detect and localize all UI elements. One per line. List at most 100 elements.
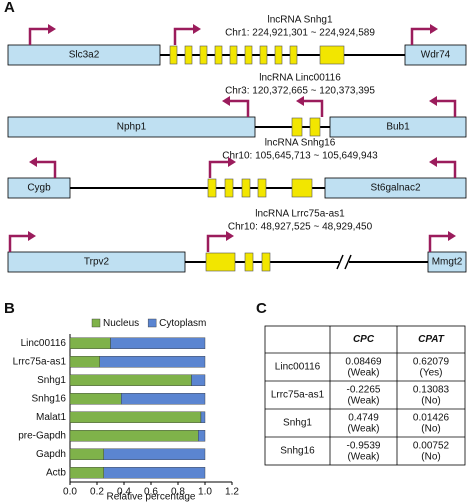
- bar-segment: [103, 448, 206, 461]
- break-mark: [336, 254, 352, 270]
- arrow-head: [29, 157, 37, 167]
- arrow-head: [296, 96, 304, 106]
- gene-box: [7, 44, 161, 66]
- lncrna-coords: Chr1: 224,921,301 ~ 224,924,589: [225, 28, 375, 39]
- bar-segment: [69, 356, 100, 368]
- gene-box: [404, 44, 467, 66]
- y-tick-label: Snhg1: [37, 375, 66, 386]
- lncrna-title: lncRNA Snhg1: [267, 15, 332, 26]
- bar-segment: [121, 393, 206, 405]
- tss-arrow: [428, 234, 450, 252]
- x-axis-label: Relative percentage: [107, 492, 196, 503]
- table-value: 0.01426: [413, 413, 450, 424]
- tss-arrow: [208, 160, 230, 178]
- legend-label: Nucleus: [103, 318, 139, 329]
- y-tick-label: Malat1: [36, 412, 66, 423]
- bar-segment: [69, 393, 122, 405]
- table-value: 0.13083: [413, 385, 450, 396]
- bar-segment: [191, 374, 206, 387]
- exon: [319, 45, 345, 65]
- exon: [274, 45, 283, 65]
- y-tick-label: Linc00116: [21, 338, 67, 349]
- table-border: [264, 325, 466, 466]
- panel-label: C: [256, 300, 267, 317]
- gene-box: [329, 116, 467, 138]
- bar-segment: [200, 411, 206, 424]
- arrow-head: [429, 96, 437, 106]
- table-note: (Weak): [347, 368, 379, 379]
- gene-name: Nphp1: [117, 122, 147, 133]
- x-tick-label: 0.4: [117, 487, 131, 498]
- table-row-name: Lrrc75a-as1: [271, 390, 325, 401]
- bar-segment: [110, 337, 206, 350]
- tss-arrow: [228, 99, 250, 117]
- y-tick-label: Actb: [46, 467, 66, 478]
- arrow-head: [430, 24, 438, 34]
- exon: [229, 45, 238, 65]
- table-header: CPAT: [418, 334, 445, 345]
- tss-arrow: [410, 27, 432, 45]
- tss-arrow: [28, 27, 50, 45]
- lncrna-coords: Chr10: 48,927,525 ~ 48,929,450: [228, 222, 373, 233]
- table-note: (Weak): [347, 452, 379, 463]
- y-tick-label: pre-Gapdh: [18, 430, 66, 441]
- exon: [291, 178, 313, 198]
- exon: [169, 45, 178, 65]
- tss-arrow: [173, 27, 195, 45]
- table-value: 0.00752: [413, 441, 450, 452]
- table-note: (Weak): [347, 424, 379, 435]
- table-value: 0.08469: [345, 357, 382, 368]
- exon: [205, 252, 236, 272]
- gene-box: [324, 177, 467, 199]
- x-tick-label: 1.2: [225, 487, 239, 498]
- bar-segment: [198, 430, 206, 442]
- gene-name: Trpv2: [84, 257, 110, 268]
- arrow-head: [228, 157, 236, 167]
- table-row-name: Linc00116: [275, 362, 321, 373]
- table-row-name: Snhg1: [283, 418, 312, 429]
- bar-segment: [69, 430, 199, 442]
- table-note: (Weak): [347, 396, 379, 407]
- exon: [291, 117, 303, 137]
- panel-label: A: [4, 0, 15, 16]
- lncrna-title: lncRNA Linc00116: [259, 73, 341, 84]
- x-tick-label: 1.0: [198, 487, 212, 498]
- table-header: CPC: [353, 334, 375, 345]
- y-tick-label: Snhg16: [32, 393, 67, 404]
- lncrna-coords: Chr10: 105,645,713 ~ 105,649,943: [222, 151, 378, 162]
- panel-label: B: [4, 300, 15, 317]
- arrow-head: [48, 24, 56, 34]
- exon: [257, 178, 267, 198]
- exon: [289, 45, 298, 65]
- tss-arrow: [206, 234, 228, 252]
- table-value: 0.62079: [413, 357, 450, 368]
- gene-name: Mmgt2: [432, 257, 463, 268]
- table-note: (No): [421, 396, 440, 407]
- y-tick-label: Gapdh: [36, 449, 66, 460]
- gene-box: [7, 177, 71, 199]
- legend-swatch: [91, 318, 101, 328]
- tss-arrow: [435, 160, 457, 178]
- gene-box: [7, 116, 256, 138]
- bar-segment: [69, 448, 104, 461]
- table-value: 0.4749: [348, 413, 379, 424]
- exon: [241, 178, 251, 198]
- exon: [309, 117, 321, 137]
- table-note: (No): [421, 452, 440, 463]
- tss-arrow: [8, 234, 30, 252]
- arrow-head: [193, 24, 201, 34]
- exon: [184, 45, 193, 65]
- exon: [261, 252, 271, 272]
- arrow-head: [28, 231, 36, 241]
- tss-arrow: [302, 99, 324, 117]
- exon: [244, 252, 254, 272]
- exon: [224, 178, 234, 198]
- arrow-head: [222, 96, 230, 106]
- gene-name: St6galnac2: [370, 183, 420, 194]
- legend-swatch: [147, 318, 157, 328]
- x-tick-label: 0.6: [144, 487, 158, 498]
- gene-name: Cygb: [27, 183, 51, 194]
- exon: [207, 178, 217, 198]
- break-gap: [339, 259, 349, 265]
